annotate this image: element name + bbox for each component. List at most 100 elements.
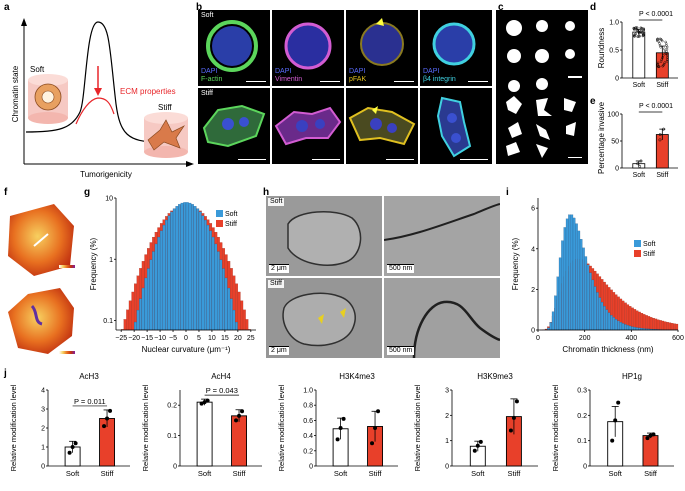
g-bar-soft bbox=[235, 322, 238, 330]
i-bar-soft bbox=[564, 227, 566, 330]
g-ytick-label: 10 bbox=[105, 196, 113, 203]
g-bar-soft bbox=[134, 322, 137, 330]
g-legend-swatch-stiff bbox=[216, 220, 223, 227]
i-bar-soft bbox=[557, 277, 559, 330]
j3-point bbox=[373, 426, 377, 430]
i-bar-soft bbox=[601, 302, 603, 330]
j4-ytick-label: 2 bbox=[445, 413, 449, 420]
j5-point bbox=[613, 418, 617, 422]
g-bar-soft bbox=[212, 237, 215, 330]
h-stiff-overview: Stiff 2 μm bbox=[266, 278, 382, 358]
g-legend-stiff: Stiff bbox=[225, 221, 237, 228]
b-stain-1: F-actin bbox=[201, 76, 222, 84]
i-bar-soft bbox=[596, 292, 598, 330]
b-stiff-vimentin bbox=[272, 88, 344, 164]
g-bar-soft bbox=[170, 212, 173, 330]
j3-ytick-label: 0.8 bbox=[303, 403, 313, 410]
j4-point bbox=[479, 440, 483, 444]
i-bar-soft bbox=[559, 258, 561, 330]
g-bar-soft bbox=[183, 202, 186, 330]
j3-xtick-label: Stiff bbox=[369, 469, 383, 478]
e-ylabel: Percentage invasive bbox=[597, 101, 606, 174]
j2-xtick-label: Stiff bbox=[233, 469, 247, 478]
g-bar-stiff bbox=[126, 310, 129, 330]
g-bar-soft bbox=[196, 209, 199, 330]
i-bar-stiff bbox=[659, 320, 661, 330]
j4-xtick-label: Stiff bbox=[508, 469, 522, 478]
g-bar-soft bbox=[233, 310, 236, 330]
j1-xtick-label: Soft bbox=[66, 469, 80, 478]
j5-title: HP1g bbox=[622, 372, 642, 381]
g-xtick-label: 5 bbox=[197, 335, 201, 342]
b-stiff-b4integrin-cell bbox=[420, 88, 492, 164]
g-xtick-label: −25 bbox=[115, 335, 127, 342]
b-soft-b4integrin: DAPI β4 integrin bbox=[420, 10, 492, 86]
panel-j-acH3-chart: AcH301234Relative modification levelSoft… bbox=[8, 370, 138, 490]
j3-ytick-label: 0.2 bbox=[303, 448, 313, 455]
panel-j-h3k4me3-chart: H3K4me300.20.40.60.81.0Relative modifica… bbox=[276, 370, 406, 490]
g-bar-stiff bbox=[129, 301, 132, 330]
a-ecm-label: ECM properties bbox=[120, 87, 176, 96]
f-soft-label: Soft bbox=[7, 198, 19, 205]
g-bar-soft bbox=[173, 209, 176, 330]
b-stiff-vimentin-cell bbox=[272, 88, 344, 164]
i-bar-soft bbox=[631, 327, 633, 330]
d-bar bbox=[633, 32, 645, 78]
j2-point bbox=[206, 399, 210, 403]
b-scalebar bbox=[394, 81, 414, 83]
g-bar-soft bbox=[222, 269, 225, 330]
i-bar-soft bbox=[627, 325, 629, 330]
j4-ytick-label: 3 bbox=[445, 388, 449, 395]
i-bar-stiff bbox=[669, 323, 671, 330]
i-legend-swatch-soft bbox=[634, 240, 641, 247]
d-point bbox=[660, 46, 662, 48]
i-bar-soft bbox=[599, 298, 601, 330]
g-bar-soft bbox=[181, 203, 184, 330]
panel-e-chart: Percentage invasive P < 0.0001 Soft Stif… bbox=[596, 100, 684, 186]
i-bar-soft bbox=[561, 241, 563, 330]
f-colorbar-soft bbox=[59, 265, 75, 268]
j5-point bbox=[616, 401, 620, 405]
g-bar-soft bbox=[139, 299, 142, 330]
j1-title: AcH3 bbox=[79, 372, 99, 381]
i-bar-soft bbox=[587, 265, 589, 330]
g-xtick-label: −20 bbox=[128, 335, 140, 342]
j3-title: H3K4me3 bbox=[339, 372, 375, 381]
i-xtick-label: 0 bbox=[536, 335, 540, 342]
g-ytick-label: 0.1 bbox=[103, 318, 113, 325]
j3-xtick-label: Soft bbox=[334, 469, 348, 478]
j3-point bbox=[339, 426, 343, 430]
a-stiff-cylinder bbox=[144, 112, 188, 158]
j1-point bbox=[105, 417, 109, 421]
j5-xtick-label: Stiff bbox=[644, 469, 658, 478]
g-bar-soft bbox=[163, 225, 166, 330]
h-soft-label: Soft bbox=[268, 198, 284, 206]
j3-ylabel: Relative modification level bbox=[277, 384, 286, 471]
i-bar-soft bbox=[550, 322, 552, 330]
i-bar-soft bbox=[552, 312, 554, 330]
i-xlabel: Chromatin thickness (nm) bbox=[562, 345, 653, 354]
j1-point bbox=[102, 424, 106, 428]
g-bar-stiff bbox=[132, 292, 135, 330]
a-down-arrowhead bbox=[94, 88, 102, 96]
h-scalebar-500nm-stiff: 500 nm bbox=[387, 346, 414, 355]
j4-point bbox=[512, 416, 516, 420]
i-bar-stiff bbox=[634, 309, 636, 330]
f-stiff-render bbox=[4, 282, 78, 360]
j5-point bbox=[651, 432, 655, 436]
j4-point bbox=[473, 449, 477, 453]
d-point bbox=[663, 48, 665, 50]
d-pvalue: P < 0.0001 bbox=[639, 11, 673, 18]
j2-ytick-label: 0.1 bbox=[167, 433, 177, 440]
j5-ytick-label: 0 bbox=[583, 464, 587, 471]
i-bar-stiff bbox=[645, 315, 647, 330]
i-bar-stiff bbox=[652, 318, 654, 330]
g-bar-soft bbox=[217, 252, 220, 330]
e-ytick-label: 50 bbox=[611, 139, 619, 146]
e-xtick-soft: Soft bbox=[633, 172, 646, 179]
i-bar-stiff bbox=[673, 324, 675, 330]
b-dapi-1: DAPI bbox=[201, 68, 217, 76]
a-x-arrow bbox=[186, 161, 194, 167]
i-xtick-label: 600 bbox=[672, 335, 684, 342]
g-bar-soft bbox=[178, 204, 181, 330]
